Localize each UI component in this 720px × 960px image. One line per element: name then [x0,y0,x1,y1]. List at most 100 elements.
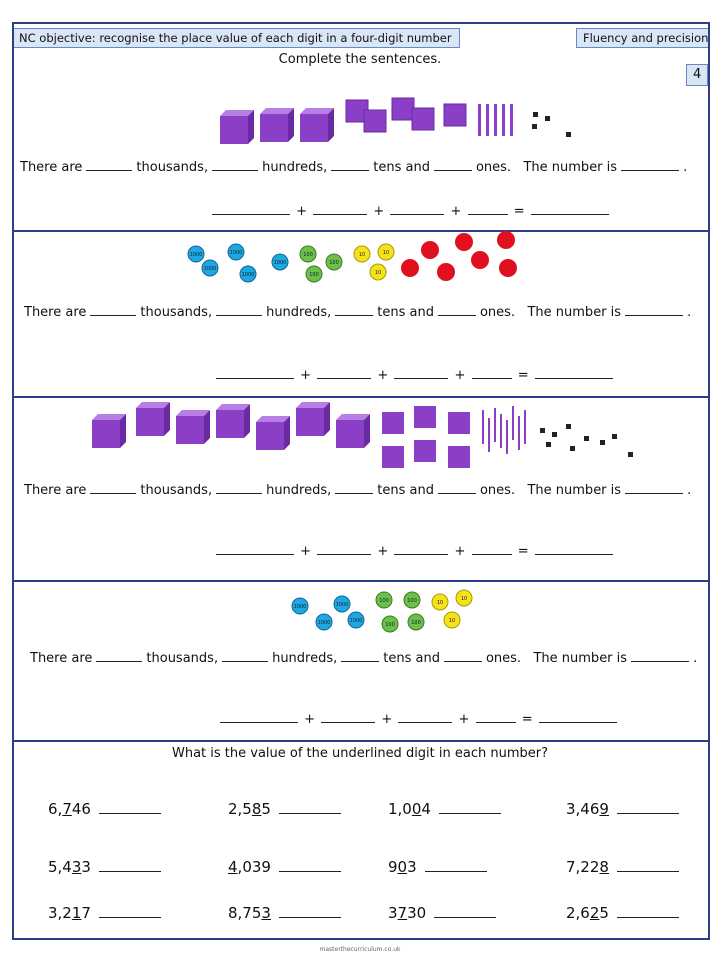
svg-text:1000: 1000 [294,604,307,610]
number-value: 2,625 [566,904,609,922]
thousand-counter: 1000 [227,243,245,261]
svg-text:100: 100 [411,620,421,626]
hundred-flat [448,446,470,468]
underlined-digit: 8 [251,800,262,818]
ten-rod [486,104,489,136]
objective-banner: NC objective: recognise the place value … [12,28,460,48]
hundred-flat [414,406,436,428]
level-badge: 4 [686,64,708,86]
svg-text:1000: 1000 [318,620,331,626]
one-cube [552,432,557,437]
svg-text:10: 10 [449,618,455,624]
thousand-counter: 1000 [315,613,333,631]
hundred-flat [414,440,436,462]
svg-text:10: 10 [437,600,443,606]
number-value: 1,004 [388,800,431,818]
instruction: Complete the sentences. [278,52,442,67]
number-value: 3,469 [566,800,609,818]
ten-rod [482,410,484,444]
thousand-counter: 1000 [347,611,365,629]
thousand-counter: 1000 [271,253,289,271]
number-value: 2,585 [228,800,271,818]
equation-1: + + + = [210,204,611,219]
one-cube [540,428,545,433]
worksheet-frame [12,22,710,940]
one-cube [566,424,571,429]
one-cube [532,124,537,129]
ten-counter: 10 [455,589,473,607]
sentence-2: There are thousands, hundreds, tens and ones… [24,305,692,320]
underlined-number-item: 2,625 [566,904,683,922]
ten-rod [500,414,502,448]
thousand-counter: 1000 [333,595,351,613]
number-value: 3730 [388,904,427,922]
number-value: 4,039 [228,858,271,876]
section-divider [12,740,710,742]
underlined-number-item: 5,433 [48,858,165,876]
hundred-counter: 100 [375,591,393,609]
svg-text:10: 10 [461,596,467,602]
svg-text:1000: 1000 [336,602,349,608]
ten-counter: 10 [369,263,387,281]
one-cube [546,442,551,447]
underlined-number-item: 6,746 [48,800,165,818]
underlined-number-item: 3730 [388,904,500,922]
one-counter [437,263,455,281]
one-counter [421,241,439,259]
underlined-number-item: 1,004 [388,800,505,818]
one-cube [584,436,589,441]
answer-blank [438,812,501,814]
one-cube [612,434,617,439]
footer-url: masterthecurriculum.co.uk [319,946,401,953]
answer-blank [278,870,341,872]
ten-rod [524,410,526,444]
underlined-number-item: 2,585 [228,800,345,818]
equation-2: + + + = [214,368,615,383]
ten-rod [494,104,497,136]
answer-blank [98,812,161,814]
svg-text:100: 100 [309,272,319,278]
ten-counter: 10 [377,243,395,261]
svg-text:1000: 1000 [190,252,203,258]
svg-text:10: 10 [383,250,389,256]
svg-text:10: 10 [375,270,381,276]
svg-text:100: 100 [303,252,313,258]
thousand-counter: 1000 [239,265,257,283]
underlined-digit: 8 [599,858,609,876]
hundred-counter: 100 [381,615,399,633]
one-counter [471,251,489,269]
svg-text:100: 100 [407,598,417,604]
one-cube [570,446,575,451]
ten-rod [518,416,520,450]
underlined-number-item: 7,228 [566,858,683,876]
section-divider [12,580,710,582]
number-value: 903 [388,858,417,876]
ten-rod [512,406,514,440]
equation-3: + + + = [214,544,615,559]
sentence-3: There are thousands, hundreds, tens and ones… [24,483,692,498]
hundred-counter: 100 [305,265,323,283]
thousand-counter: 1000 [291,597,309,615]
one-counter [455,233,473,251]
ten-counter: 10 [353,245,371,263]
ten-rod [494,408,496,442]
base-ten-blocks-2 [92,402,633,468]
one-cube [628,452,633,457]
underlined-number-item: 903 [388,858,491,876]
hundred-counter: 100 [403,591,421,609]
hundred-counter: 100 [325,253,343,271]
sentence-4: There are thousands, hundreds, tens and ones… [30,651,698,666]
svg-text:1000: 1000 [242,272,255,278]
underlined-digit: 9 [599,800,609,818]
number-value: 5,433 [48,858,91,876]
ten-rod [510,104,513,136]
hundred-flat [382,412,404,434]
answer-blank [616,870,679,872]
section-divider [12,230,710,232]
answer-blank [278,916,341,918]
one-cube [600,440,605,445]
ten-rod [488,418,490,452]
answer-blank [98,916,161,918]
one-counter [497,231,515,249]
svg-text:1000: 1000 [230,250,243,256]
